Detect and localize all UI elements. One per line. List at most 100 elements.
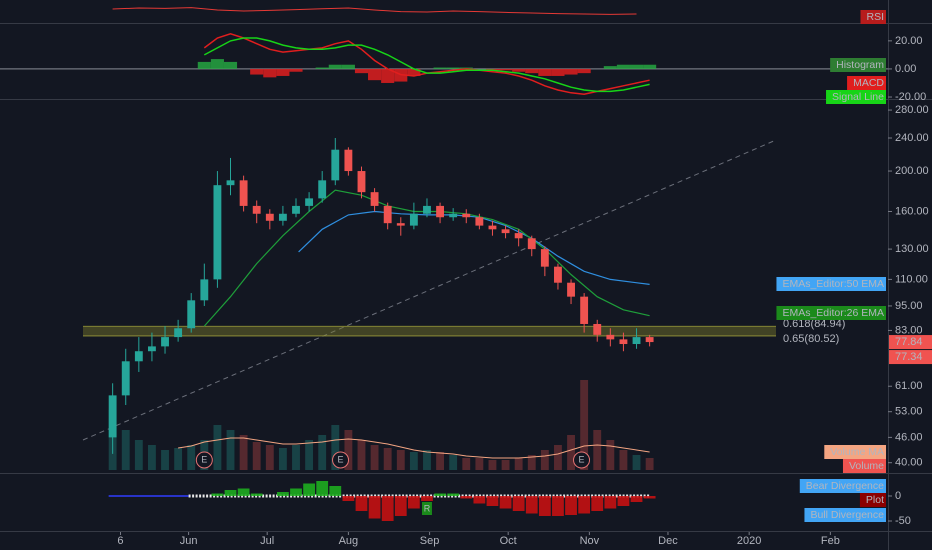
oscillator-bar <box>355 496 368 511</box>
legend-tag-bg <box>847 76 886 90</box>
oscillator-bar <box>525 496 538 514</box>
legend-tag-label: Signal Line <box>832 91 884 103</box>
legend-tag-bg <box>776 277 886 291</box>
volume-bar <box>370 445 379 470</box>
oscillator-bar <box>447 493 460 496</box>
candle-body <box>475 217 484 226</box>
marker-bg <box>421 502 432 515</box>
legend-tag-bg <box>860 10 886 24</box>
fib-label: 0.65(80.52) <box>783 333 839 345</box>
histogram-bar <box>407 68 421 76</box>
candle-body <box>449 213 458 218</box>
candle-body <box>488 225 497 230</box>
histogram-bar <box>577 68 591 74</box>
volume-bar <box>161 450 169 470</box>
legend-tag-label: RSI <box>866 11 884 23</box>
volume-bar <box>449 455 458 470</box>
volume-bar <box>278 448 287 470</box>
candle-body <box>226 180 235 186</box>
legend-tag: Histogram <box>830 58 886 72</box>
volume-bar <box>475 458 484 470</box>
candle-body <box>567 282 575 297</box>
candle-body <box>462 213 471 218</box>
histogram-bar <box>446 67 460 69</box>
oscillator-bar <box>224 490 237 496</box>
oscillator-bar <box>277 492 289 496</box>
y-tick-label: 95.00 <box>895 300 923 312</box>
candle-body <box>344 149 353 172</box>
volume-bar <box>174 448 183 470</box>
histogram-bar <box>368 68 382 81</box>
legend-tag-bg <box>830 58 886 72</box>
event-label: E <box>201 454 207 464</box>
candle-body <box>200 279 209 301</box>
legend-tag: Volume MA <box>824 445 886 459</box>
candle-body <box>134 351 143 362</box>
macd-line <box>203 37 650 93</box>
candle-body <box>514 233 523 239</box>
candle-body <box>108 395 117 438</box>
histogram-bar <box>223 61 238 69</box>
histogram-bar <box>250 68 264 75</box>
price-label: 77.34 <box>895 351 923 363</box>
candle-body <box>383 205 392 224</box>
y-tick-label: 130.00 <box>895 243 929 255</box>
volume-bar <box>121 430 130 470</box>
legend-tag: Volume <box>842 459 886 473</box>
candle-body <box>501 229 510 234</box>
y-tick-label: 200.00 <box>895 165 929 177</box>
volume-bar <box>265 445 274 470</box>
legend-tag-label: EMAs_Editor:50 EMA <box>782 278 884 290</box>
candle-body <box>540 249 549 267</box>
oscillator-bar <box>211 493 224 496</box>
candle-body <box>593 323 602 335</box>
legend-tag: Bull Divergence <box>804 508 886 522</box>
candle-body <box>161 337 169 347</box>
histogram-bar <box>538 68 552 76</box>
legend-tag-label: Histogram <box>836 59 884 71</box>
histogram-bar <box>433 67 447 69</box>
y-tick-label: -50 <box>895 515 911 527</box>
legend-tag: RSI <box>860 10 886 24</box>
oscillator-bar <box>237 488 250 496</box>
legend-tag: EMAs_Editor:26 EMA <box>776 306 886 320</box>
candle-body <box>292 205 300 214</box>
legend-tag-label: EMAs_Editor:26 EMA <box>782 307 884 319</box>
legend-tag: MACD <box>847 76 886 90</box>
volume-bar <box>134 440 143 470</box>
candle-body <box>645 337 654 343</box>
candle-body <box>357 171 366 193</box>
rsi-line <box>112 7 637 15</box>
oscillator-bar <box>394 496 407 516</box>
fib-band <box>83 326 776 336</box>
candle-body <box>436 205 444 218</box>
oscillator-bar <box>617 496 630 506</box>
volume-bar <box>213 425 222 470</box>
y-tick-label: 46.00 <box>895 431 923 443</box>
legend-tag-label: Volume MA <box>830 446 884 458</box>
legend-tag: EMAs_Editor:50 EMA <box>776 277 886 291</box>
legend-tag-label: Plot <box>866 494 884 506</box>
volume-bar <box>540 450 549 470</box>
volume-bar <box>292 445 300 470</box>
legend-tag: Signal Line <box>826 90 886 104</box>
legend-tag-label: MACD <box>853 77 884 89</box>
volume-bar <box>148 445 156 470</box>
event-marker <box>573 451 591 469</box>
x-tick-label: Dec <box>658 535 678 547</box>
oscillator-bar <box>552 496 564 516</box>
candle-body <box>423 205 431 214</box>
x-tick-label: Aug <box>339 535 359 547</box>
histogram-bar <box>381 68 395 83</box>
histogram-bar <box>354 68 369 74</box>
volume-bar <box>409 452 418 470</box>
x-tick-label: Sep <box>420 535 440 547</box>
volume-bar <box>645 458 654 470</box>
x-tick-label: Nov <box>580 535 600 547</box>
volume-bar <box>567 435 575 470</box>
oscillator-bar <box>329 486 342 496</box>
y-tick-label: 160.00 <box>895 205 929 217</box>
oscillator-bar <box>630 496 643 502</box>
